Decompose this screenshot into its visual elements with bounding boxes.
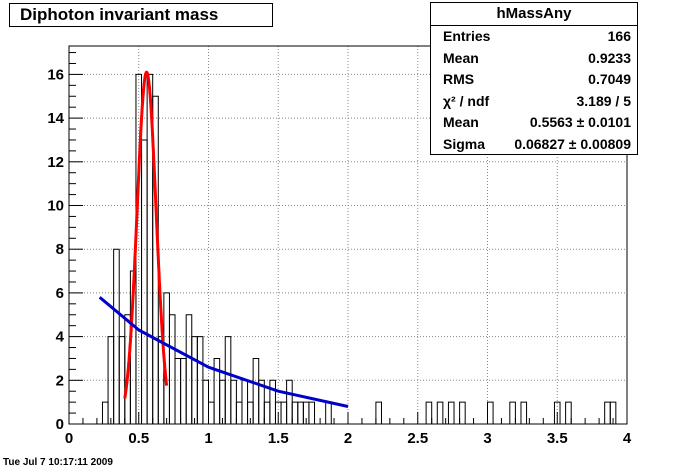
histogram-bin [447,401,455,424]
stats-box: hMassAny Entries 166 Mean 0.9233 RMS 0.7… [430,2,638,155]
histogram-bin [325,401,332,424]
gaussian-fit-curve [123,70,169,399]
histogram-bin [168,314,176,424]
stats-title: hMassAny [431,3,637,26]
stats-label: χ² / ndf [443,92,490,109]
stats-row-rms: RMS 0.7049 [431,69,637,91]
histogram-bin [202,379,209,424]
histogram-bin [286,379,293,424]
stats-label: RMS [443,71,475,88]
histogram-bin [565,401,572,424]
y-tick-label: 0 [56,416,64,433]
histogram-bin [609,401,617,424]
histogram-bin [180,357,187,424]
histogram-bin [459,401,466,424]
x-tick-label: 2.5 [407,430,428,447]
stats-row-fit-mean: Mean 0.5563 ± 0.0101 [431,112,637,134]
histogram-bin [425,401,433,424]
x-tick-label: 4 [623,430,632,447]
histogram-bin [291,401,299,424]
stats-row-fit-sigma: Sigma 0.06827 ± 0.00809 [431,134,637,156]
stats-value: 0.7049 [588,71,631,88]
stats-value: 3.189 / 5 [576,92,632,109]
y-tick-label: 8 [56,241,64,258]
stats-value: 166 [607,28,631,44]
histogram-bin [553,401,561,424]
histogram-bin [520,401,528,424]
histogram-bin [509,401,516,424]
histogram-bin [375,401,382,424]
exponential-fit-curve [98,296,349,408]
histogram-bin [174,357,182,424]
y-tick-label: 4 [56,329,65,346]
x-tick-label: 0.5 [128,430,149,447]
axis-ticks [68,52,628,425]
histogram-bin [241,379,249,424]
stats-label: Mean [443,114,479,131]
histogram-bin [235,401,243,424]
stats-row-mean: Mean 0.9233 [431,48,637,70]
histogram-bin [436,401,444,424]
histogram-bin [487,401,494,424]
tick-labels: 0 0.5 1 1.5 2 2.5 3 3.5 4 0 2 4 6 8 10 12 14 16 [47,66,632,447]
stats-row-chi2: χ² / ndf 3.189 / 5 [431,91,637,113]
stats-label: Mean [443,49,479,66]
histogram-bin [308,401,316,424]
plot-title: Diphoton invariant mass [9,3,273,27]
histogram-bin [208,401,215,424]
x-tick-label: 3 [483,430,491,447]
y-tick-label: 16 [47,66,64,83]
x-tick-label: 0 [65,430,73,447]
y-tick-label: 10 [47,198,64,215]
y-tick-label: 12 [47,154,64,171]
histogram-bin [280,401,288,424]
histogram-bin [141,139,148,424]
histogram-bin [219,379,226,424]
stats-label: Sigma [443,135,486,152]
histogram-bin [604,401,611,424]
datestamp: Tue Jul 7 10:17:11 2009 [3,457,113,468]
fit-curves [98,70,349,408]
y-tick-label: 6 [56,285,64,302]
stats-value: 0.5563 ± 0.0101 [529,114,631,131]
histogram-bin [101,401,109,424]
y-tick-label: 2 [56,372,64,389]
stats-value: 0.9233 [588,49,631,66]
histogram-bin [269,379,276,424]
histogram-bins [101,73,617,424]
x-tick-label: 1 [204,430,212,447]
x-tick-label: 3.5 [547,430,568,447]
histogram-bin [297,401,304,424]
histogram-bin [263,401,271,424]
stats-row-entries: Entries 166 [431,26,637,48]
x-tick-label: 1.5 [268,430,289,447]
stats-value: 0.06827 ± 0.00809 [514,135,631,152]
x-tick-label: 2 [344,430,352,447]
histogram-bin [252,357,260,424]
stats-label: Entries [443,28,491,44]
histogram-bin [230,379,237,424]
histogram-bin [185,314,193,424]
y-tick-label: 14 [47,110,64,127]
